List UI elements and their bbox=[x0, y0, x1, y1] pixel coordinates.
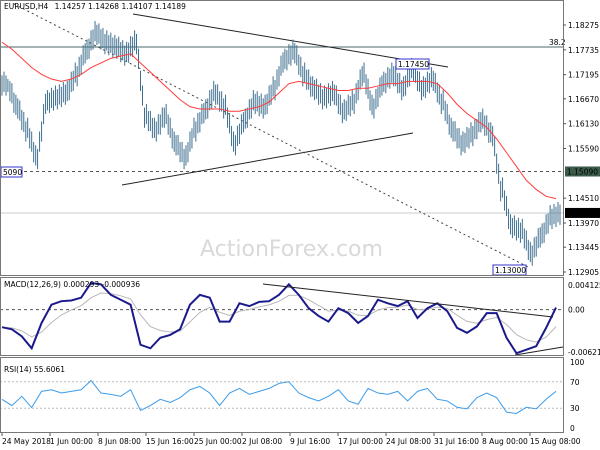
level-price-tag bbox=[565, 166, 600, 177]
moving-average-line bbox=[1, 41, 557, 200]
macd-tick-label: 0.004125 bbox=[568, 281, 600, 290]
date-tick-label: 8 Aug 00:00 bbox=[482, 437, 528, 446]
date-tick-label: 9 Jul 16:00 bbox=[290, 437, 330, 446]
price-tick-label: 1.16130 bbox=[568, 120, 599, 129]
descending-trendline bbox=[132, 13, 449, 68]
rsi-tick-label: 30 bbox=[570, 404, 580, 413]
date-tick-label: 1 Jun 00:00 bbox=[50, 437, 93, 446]
left-level-label: 5090 bbox=[3, 168, 22, 177]
level-price-label: 1.15090 bbox=[567, 167, 598, 176]
price-tick-label: 1.14510 bbox=[568, 194, 599, 203]
date-tick-label: 31 Jul 16:00 bbox=[434, 437, 479, 446]
date-tick-label: 25 Jun 00:00 bbox=[194, 437, 242, 446]
watermark: ActionForex.com bbox=[200, 237, 383, 262]
price-tick-label: 1.17735 bbox=[568, 46, 599, 55]
symbol-label: EURUSD,H4 bbox=[4, 2, 48, 11]
chart-header-symbol: EURUSD,H4 1.14257 1.14268 1.14107 1.1418… bbox=[4, 2, 186, 11]
price-tick-label: 1.13445 bbox=[568, 243, 599, 252]
date-tick-label: 24 Jul 08:00 bbox=[386, 437, 431, 446]
price-tick-label: 1.15590 bbox=[568, 145, 599, 154]
rsi-panel-frame bbox=[0, 357, 564, 433]
rsi-line bbox=[1, 379, 557, 414]
current-price-label: 1.14189 bbox=[567, 209, 598, 218]
rsi-tick-label: 0 bbox=[570, 424, 575, 433]
macd-panel-frame bbox=[0, 277, 564, 356]
dotted-trendline bbox=[13, 3, 531, 269]
price-tick-label: 1.18275 bbox=[568, 21, 599, 30]
date-tick-label: 15 Aug 08:00 bbox=[530, 437, 581, 446]
macd-support-trendline bbox=[514, 346, 564, 356]
macd-tick-label: -0.006218 bbox=[568, 348, 600, 357]
date-tick-label: 24 May 2018 bbox=[2, 437, 51, 446]
rsi-tick-label: 100 bbox=[570, 358, 585, 367]
ohlc-label: 1.14257 1.14268 1.14107 1.14189 bbox=[55, 2, 186, 11]
fib-label: 38.2 bbox=[549, 38, 566, 47]
ascending-trendline bbox=[121, 132, 414, 186]
high-annotation: 1.17450 bbox=[398, 60, 429, 69]
date-tick-label: 8 Jun 08:00 bbox=[98, 437, 141, 446]
high-annotation-box bbox=[395, 58, 430, 70]
current-price-tag bbox=[565, 207, 600, 218]
macd-title: MACD(12,26,9) 0.000293 -0.000936 bbox=[4, 280, 140, 289]
price-tick-label: 1.13970 bbox=[568, 219, 599, 228]
date-tick-label: 15 Jun 16:00 bbox=[146, 437, 194, 446]
rsi-title: RSI(14) 55.6061 bbox=[4, 365, 65, 374]
macd-line bbox=[1, 281, 557, 355]
macd-resistance-trendline bbox=[262, 283, 554, 318]
date-tick-label: 2 Jul 08:00 bbox=[242, 437, 282, 446]
macd-tick-label: 0.00 bbox=[568, 306, 585, 315]
main-panel-frame bbox=[0, 0, 564, 276]
price-tick-label: 1.12905 bbox=[568, 268, 599, 277]
low-annotation: 1.13000 bbox=[495, 266, 526, 275]
price-tick-label: 1.16670 bbox=[568, 95, 599, 104]
price-tick-label: 1.17195 bbox=[568, 71, 599, 80]
date-tick-label: 17 Jul 00:00 bbox=[338, 437, 383, 446]
macd-signal-line bbox=[1, 292, 557, 343]
rsi-tick-label: 70 bbox=[570, 378, 580, 387]
